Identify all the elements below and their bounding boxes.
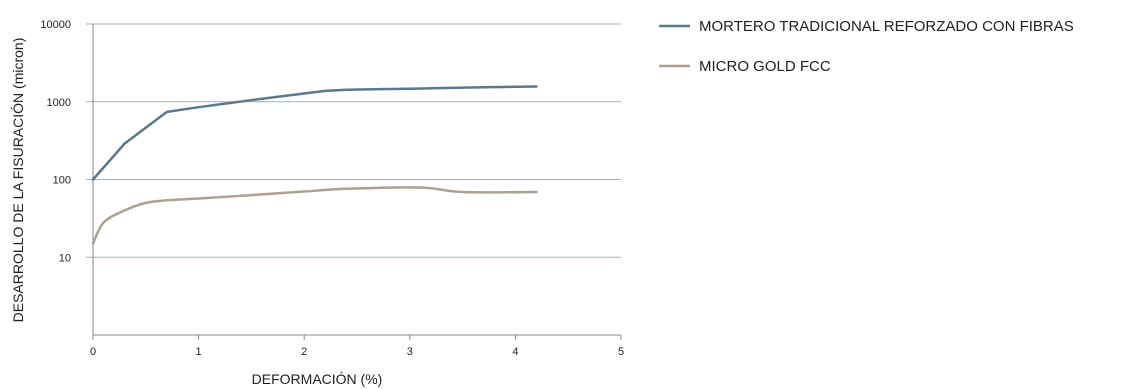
x-axis-title: DEFORMACIÓN (%): [252, 371, 383, 387]
y-axis-title: DESARROLLO DE LA FISURACIÓN (micron): [10, 38, 26, 323]
series-line-1: [91, 85, 538, 181]
y-tick-label: 10: [59, 252, 71, 264]
x-tick-labels: 0 1 2 3 4 5: [90, 335, 624, 358]
x-tick-label: 5: [618, 346, 624, 358]
x-tick-label: 4: [512, 346, 518, 358]
x-tick-label: 3: [407, 346, 413, 358]
legend: MORTERO TRADICIONAL REFORZADO CON FIBRAS…: [659, 18, 1074, 75]
x-tick-label: 0: [90, 346, 96, 358]
y-tick-label: 1000: [47, 97, 71, 109]
y-tick-label: 10000: [40, 19, 71, 31]
series-lines: [91, 85, 538, 245]
series-line-2: [91, 186, 538, 245]
y-tick-labels: 10 100 1000 10000: [40, 19, 71, 264]
legend-label-2: MICRO GOLD FCC: [699, 58, 831, 75]
legend-label-1: MORTERO TRADICIONAL REFORZADO CON FIBRAS: [699, 18, 1074, 35]
grid: [86, 23, 621, 258]
y-tick-label: 100: [53, 175, 71, 187]
x-tick-label: 2: [301, 346, 307, 358]
x-tick-label: 1: [196, 346, 202, 358]
